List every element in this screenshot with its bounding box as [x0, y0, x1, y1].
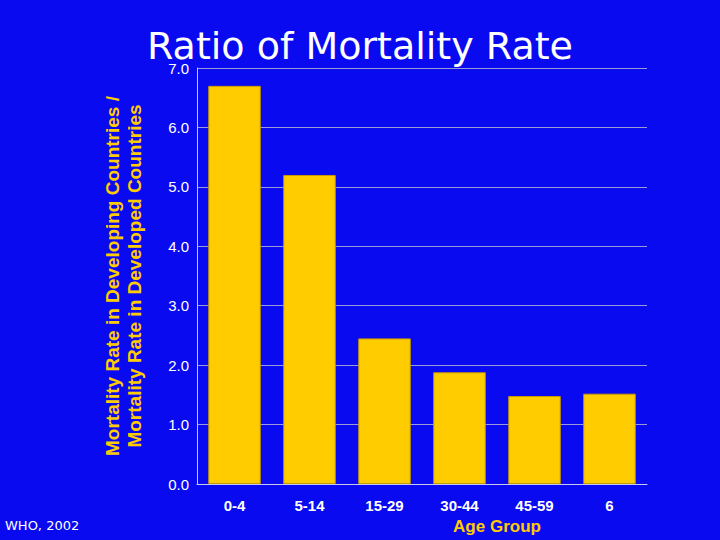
- svg-text:0.0: 0.0: [168, 476, 189, 493]
- svg-text:Mortality Rate in Developing C: Mortality Rate in Developing Countries /: [102, 95, 123, 456]
- svg-text:6: 6: [605, 497, 613, 514]
- svg-text:15-29: 15-29: [365, 497, 403, 514]
- svg-text:30-44: 30-44: [440, 497, 479, 514]
- svg-text:5.0: 5.0: [168, 178, 189, 195]
- svg-text:1.0: 1.0: [168, 416, 189, 433]
- svg-text:2.0: 2.0: [168, 357, 189, 374]
- svg-text:7.0: 7.0: [168, 59, 189, 77]
- svg-text:4.0: 4.0: [168, 238, 189, 255]
- svg-text:Age Group: Age Group: [453, 517, 541, 536]
- svg-text:45-59: 45-59: [515, 497, 553, 514]
- svg-text:0-4: 0-4: [224, 497, 246, 514]
- svg-text:3.0: 3.0: [168, 297, 189, 314]
- svg-text:6.0: 6.0: [168, 119, 189, 136]
- svg-text:WHO, 2002: WHO, 2002: [5, 518, 79, 533]
- svg-text:Ratio of Mortality Rate: Ratio of Mortality Rate: [147, 24, 573, 68]
- svg-text:5-14: 5-14: [294, 497, 325, 514]
- svg-text:Mortality Rate in Developed Co: Mortality Rate in Developed Countries: [124, 104, 145, 447]
